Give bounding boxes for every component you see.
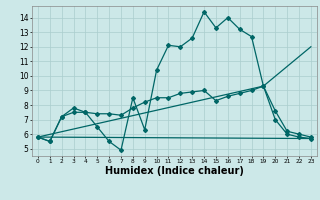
- X-axis label: Humidex (Indice chaleur): Humidex (Indice chaleur): [105, 166, 244, 176]
